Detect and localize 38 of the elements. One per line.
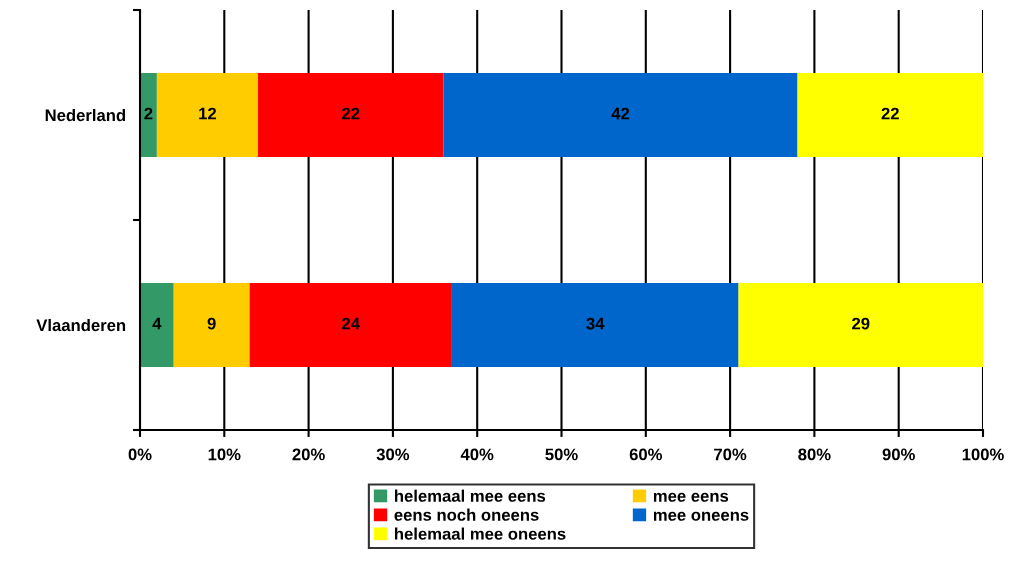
bar xyxy=(258,73,444,157)
x-tick-label: 70% xyxy=(714,448,747,461)
bar xyxy=(249,283,452,367)
bar xyxy=(738,283,983,367)
bar xyxy=(451,283,739,367)
legend-label: helemaal mee eens xyxy=(395,489,546,502)
x-tick-label: 40% xyxy=(460,448,494,461)
data-label: 9 xyxy=(207,317,216,330)
legend-label: eens noch oneens xyxy=(394,508,539,521)
bar xyxy=(797,73,983,157)
data-label: 42 xyxy=(611,107,630,120)
x-tick-label: 0% xyxy=(128,448,152,461)
data-label: 4 xyxy=(152,317,162,330)
data-label: 12 xyxy=(199,107,217,120)
x-tick-label: 100% xyxy=(962,448,1004,461)
data-label: 29 xyxy=(852,317,870,330)
x-tick-label: 60% xyxy=(629,448,663,461)
legend-label: helemaal mee oneens xyxy=(395,527,566,540)
bar xyxy=(443,73,798,157)
bar xyxy=(156,73,259,157)
legend-label: mee eens xyxy=(653,492,729,502)
x-tick-label: 30% xyxy=(376,448,410,461)
data-label: 22 xyxy=(881,107,899,120)
y-tick-label: Vlaanderen xyxy=(36,318,126,332)
x-tick-label: 50% xyxy=(545,448,578,461)
data-label: 22 xyxy=(342,107,360,120)
legend-label: mee oneens xyxy=(653,511,749,521)
data-label: 34 xyxy=(586,317,605,330)
x-tick-label: 80% xyxy=(798,448,831,461)
x-tick-label: 10% xyxy=(208,448,241,461)
x-tick-label: 90% xyxy=(882,448,915,461)
data-label: 2 xyxy=(144,107,153,120)
bar xyxy=(140,73,157,157)
y-tick-label: Nederland xyxy=(45,108,126,122)
data-label: 24 xyxy=(342,317,360,330)
x-tick-label: 20% xyxy=(292,448,325,461)
bar xyxy=(140,283,174,367)
bar xyxy=(173,283,250,367)
